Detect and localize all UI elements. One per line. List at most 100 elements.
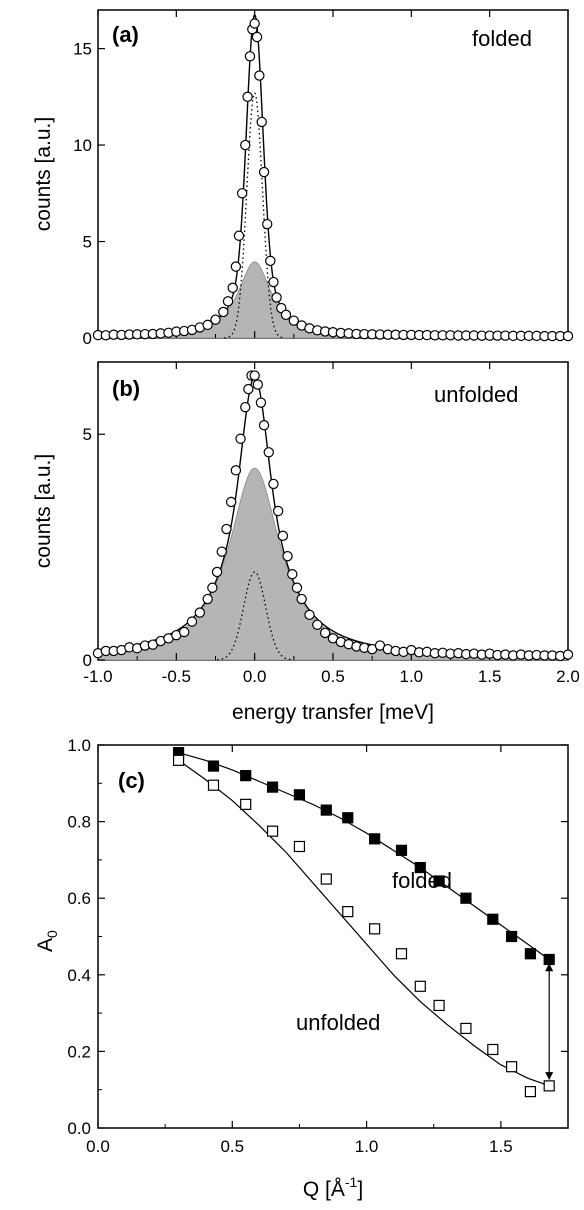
y-tick-label: 10 xyxy=(73,136,92,155)
data-point-unfolded xyxy=(369,923,381,935)
panel-b: 0 5 -1.0 -0.5 0.0 0.5 1.0 1.5 2.0 (b) unfolded c… xyxy=(32,361,580,724)
panel-a-label: (a) xyxy=(112,22,139,47)
y-tick-label: 1.0 xyxy=(67,736,91,755)
data-point-unfolded xyxy=(320,873,332,885)
data-point-folded xyxy=(293,789,306,801)
panel-b-label: (b) xyxy=(112,376,140,401)
data-point xyxy=(296,593,307,605)
data-point xyxy=(265,255,276,267)
data-point xyxy=(242,91,253,103)
panel-a-frame xyxy=(97,9,569,339)
x-tick-label: 1.5 xyxy=(478,667,502,686)
panel-b-fit-lines xyxy=(97,376,569,661)
x-tick-label: -1.0 xyxy=(83,667,112,686)
data-point xyxy=(251,31,263,43)
panel-c-label: (c) xyxy=(118,768,145,793)
data-point-unfolded xyxy=(172,754,185,766)
quasielastic-area xyxy=(97,261,569,339)
x-tick-label: 0.0 xyxy=(86,1137,110,1156)
panel-a-annotation: folded xyxy=(472,26,532,51)
x-tick-label: 1.0 xyxy=(355,1137,379,1156)
data-point-folded xyxy=(543,953,555,966)
panel-c-arrow xyxy=(545,963,554,1081)
fit-line-folded xyxy=(178,752,550,960)
data-point xyxy=(271,292,282,303)
data-point xyxy=(178,626,190,638)
data-point xyxy=(233,230,245,241)
data-point xyxy=(236,188,248,199)
data-point xyxy=(252,379,263,390)
panel-a-ylabel: counts [a.u.] xyxy=(32,117,55,231)
data-point xyxy=(216,546,227,557)
data-point-folded xyxy=(524,948,537,960)
elastic-dotted-line xyxy=(217,571,293,661)
data-point xyxy=(222,296,234,307)
data-point-unfolded xyxy=(240,798,252,810)
data-point-folded xyxy=(266,781,279,793)
xlabel-superscript: -1 xyxy=(345,1174,358,1190)
panel-a-quasielastic-area xyxy=(97,261,569,339)
data-point xyxy=(249,370,260,381)
data-point xyxy=(255,397,267,408)
y-tick-label: 15 xyxy=(73,40,92,59)
shared-xlabel: energy transfer [meV] xyxy=(232,701,434,724)
data-point xyxy=(227,282,238,294)
y-tick-label: 0 xyxy=(83,651,92,670)
data-point xyxy=(282,550,293,562)
data-point xyxy=(258,166,270,178)
data-point xyxy=(312,619,323,630)
data-point-unfolded xyxy=(506,1061,518,1073)
data-point xyxy=(288,315,300,326)
x-tick-label: 0.0 xyxy=(243,667,267,686)
x-tick-label: 1.0 xyxy=(400,667,424,686)
data-point xyxy=(291,582,303,593)
y-tick-label: 0.4 xyxy=(67,966,91,985)
data-point-folded xyxy=(369,833,381,845)
data-point xyxy=(235,433,246,444)
panel-a-data-points xyxy=(92,18,574,342)
data-point-unfolded xyxy=(433,999,445,1012)
data-point xyxy=(211,566,223,578)
panel-b-annotation: unfolded xyxy=(434,382,518,407)
y-tick-label: 5 xyxy=(83,233,92,252)
data-point xyxy=(202,319,213,331)
arrow-head-down xyxy=(545,1072,554,1081)
data-point-folded xyxy=(487,913,499,925)
data-point-folded xyxy=(433,875,445,887)
data-point xyxy=(221,523,232,535)
panel-b-ylabel: counts [a.u.] xyxy=(32,454,55,568)
panel-b-ticks: 0 5 -1.0 -0.5 0.0 0.5 1.0 1.5 2.0 xyxy=(83,362,580,686)
y-tick-label: 5 xyxy=(83,425,92,444)
x-tick-label: 0.5 xyxy=(220,1137,244,1156)
arrow-head-up xyxy=(545,963,554,972)
data-point xyxy=(244,51,256,62)
data-point xyxy=(230,465,242,476)
data-point xyxy=(230,261,242,272)
ylabel-subscript: 0 xyxy=(44,930,60,938)
series-label-folded: folded xyxy=(392,868,452,893)
y-tick-label: 0.8 xyxy=(67,813,91,832)
data-point xyxy=(562,330,574,342)
data-point xyxy=(218,306,229,318)
y-tick-label: 0.6 xyxy=(67,889,91,908)
data-point-unfolded xyxy=(543,1080,555,1092)
y-tick-label: 0.0 xyxy=(67,1119,91,1138)
x-tick-label: 1.5 xyxy=(489,1137,513,1156)
data-point-folded xyxy=(460,892,472,904)
data-point-unfolded xyxy=(524,1086,537,1098)
elastic-dotted-line xyxy=(224,92,286,339)
total-fit-line xyxy=(97,376,569,658)
panel-c: 0.0 0.5 1.0 1.5 0.0 0.2 0.4 0.6 0.8 1.0 (c) folde… xyxy=(34,736,569,1201)
data-point xyxy=(254,70,265,81)
data-point-folded xyxy=(342,812,354,824)
data-point xyxy=(243,383,254,395)
data-point-folded xyxy=(240,770,252,782)
total-fit-line xyxy=(97,13,568,338)
data-point-folded xyxy=(207,760,220,772)
data-point xyxy=(280,309,292,321)
data-point-unfolded xyxy=(487,1043,499,1056)
panel-c-ylabel: A0 xyxy=(34,930,60,952)
data-point xyxy=(186,616,198,627)
data-point xyxy=(240,401,251,413)
series-label-unfolded: unfolded xyxy=(296,1010,380,1035)
